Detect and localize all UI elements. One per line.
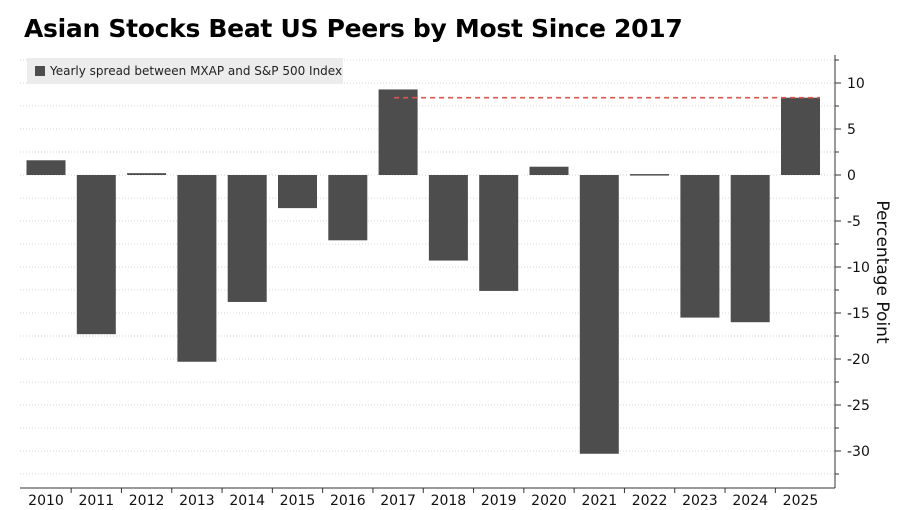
y-tick-label: -15 xyxy=(847,306,870,322)
y-tick-label: 10 xyxy=(847,76,865,92)
bar xyxy=(227,175,267,302)
y-axis-title: Percentage Point xyxy=(872,200,892,344)
bar xyxy=(579,175,619,454)
x-tick-label: 2014 xyxy=(229,493,265,509)
x-tick-label: 2017 xyxy=(380,493,416,509)
legend-swatch xyxy=(35,66,45,76)
x-tick-label: 2012 xyxy=(129,493,165,509)
bar xyxy=(177,175,217,362)
x-tick-label: 2022 xyxy=(632,493,668,509)
bar xyxy=(26,160,66,175)
bar xyxy=(328,175,368,241)
y-tick-label: -20 xyxy=(847,352,870,368)
x-tick-label: 2010 xyxy=(28,493,64,509)
bar xyxy=(730,175,770,323)
bar xyxy=(428,175,468,261)
y-tick-label: 5 xyxy=(847,122,856,138)
bar xyxy=(529,166,569,175)
legend-box xyxy=(27,58,343,84)
x-tick-label: 2018 xyxy=(431,493,467,509)
x-tick-label: 2011 xyxy=(78,493,114,509)
bar xyxy=(781,97,820,175)
bar xyxy=(479,175,519,291)
bar xyxy=(278,175,317,209)
x-tick-label: 2016 xyxy=(330,493,366,509)
x-tick-label: 2024 xyxy=(732,493,768,509)
y-tick-label: -30 xyxy=(847,444,870,460)
y-tick-label: -10 xyxy=(847,260,870,276)
x-tick-label: 2013 xyxy=(179,493,215,509)
legend-label: Yearly spread between MXAP and S&P 500 I… xyxy=(49,64,342,78)
y-tick-label: -5 xyxy=(847,214,861,230)
bar xyxy=(378,89,418,175)
x-tick-label: 2021 xyxy=(581,493,617,509)
x-tick-label: 2020 xyxy=(531,493,567,509)
bar xyxy=(630,174,670,176)
legend: Yearly spread between MXAP and S&P 500 I… xyxy=(27,58,343,84)
x-tick-label: 2025 xyxy=(783,493,819,509)
x-axis-labels: 2010 2011 2012 2013 2014 2015 2016 2017 2018 2019… xyxy=(28,488,818,509)
bar xyxy=(127,173,167,175)
x-tick-label: 2023 xyxy=(682,493,718,509)
bar xyxy=(680,175,720,318)
x-tick-label: 2015 xyxy=(280,493,316,509)
bars xyxy=(26,89,820,454)
y-axis: 10 5 0 -5 -10 -15 -20 -25 -30 xyxy=(20,55,870,489)
x-tick-label: 2019 xyxy=(481,493,517,509)
chart-title: Asian Stocks Beat US Peers by Most Since… xyxy=(24,14,683,43)
bar xyxy=(76,175,116,335)
y-tick-label: 0 xyxy=(847,168,856,184)
y-tick-label: -25 xyxy=(847,398,870,414)
